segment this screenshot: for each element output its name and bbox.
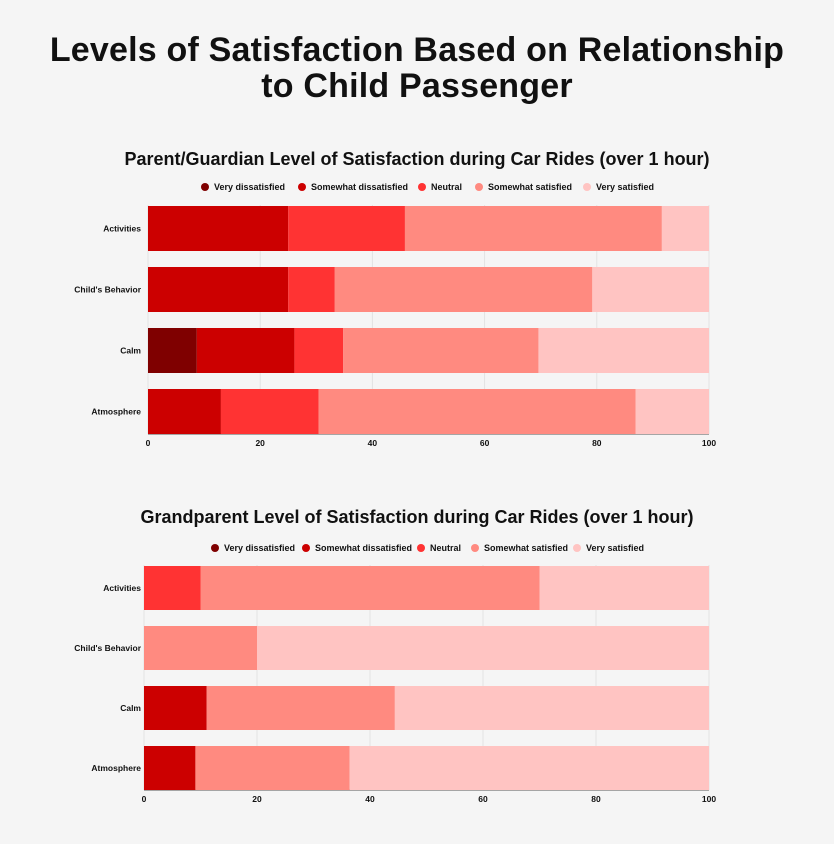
category-label: Activities (103, 224, 141, 234)
bar-segment[interactable] (294, 328, 344, 373)
bar-segment[interactable] (148, 328, 197, 373)
legend-label: Neutral (430, 543, 461, 553)
legend-label: Very dissatisfied (224, 543, 295, 553)
x-tick-label: 40 (368, 438, 378, 448)
bar-segment[interactable] (538, 328, 709, 373)
category-label: Atmosphere (91, 407, 141, 417)
bar-segment[interactable] (635, 389, 709, 434)
legend-label: Somewhat satisfied (484, 543, 568, 553)
x-tick-label: 20 (252, 794, 262, 804)
bar-segment[interactable] (318, 389, 636, 434)
bar-segment[interactable] (288, 267, 335, 312)
bar-segment[interactable] (144, 626, 257, 670)
bar-segment[interactable] (334, 267, 593, 312)
main-title-line1: Levels of Satisfaction Based on Relation… (49, 31, 785, 69)
bar-segment[interactable] (144, 566, 201, 610)
category-label: Calm (120, 703, 141, 713)
legend-swatch (418, 183, 426, 191)
bar-segment[interactable] (257, 626, 709, 670)
bar-segment[interactable] (394, 686, 709, 730)
category-label: Calm (120, 346, 141, 356)
category-label: Child's Behavior (74, 643, 141, 653)
legend-swatch (573, 544, 581, 552)
bar-segment[interactable] (343, 328, 539, 373)
legend-label: Neutral (431, 182, 462, 192)
legend-label: Very satisfied (596, 182, 654, 192)
legend-label: Somewhat satisfied (488, 182, 572, 192)
legend-swatch (583, 183, 591, 191)
legend-item[interactable]: Somewhat dissatisfied (298, 182, 408, 192)
x-tick-label: 40 (365, 794, 375, 804)
x-tick-label: 80 (591, 794, 601, 804)
category-label: Child's Behavior (74, 285, 141, 295)
bar-segment[interactable] (144, 686, 207, 730)
bar-segment[interactable] (148, 389, 221, 434)
main-title-line2: to Child Passenger (261, 67, 573, 105)
bar-segment[interactable] (148, 206, 289, 251)
legend-swatch (475, 183, 483, 191)
bar-segment[interactable] (220, 389, 319, 434)
x-tick-label: 60 (480, 438, 490, 448)
main-title: Levels of Satisfaction Based on Relation… (0, 32, 834, 104)
legend-item[interactable]: Very satisfied (583, 182, 654, 192)
chart-1: Parent/Guardian Level of Satisfaction du… (74, 149, 716, 448)
legend-item[interactable]: Very dissatisfied (211, 543, 295, 553)
legend-item[interactable]: Very dissatisfied (201, 182, 285, 192)
bar-segment[interactable] (349, 746, 709, 790)
bar-segment[interactable] (148, 267, 289, 312)
bar-segment[interactable] (206, 686, 395, 730)
bar-segment[interactable] (539, 566, 710, 610)
x-tick-label: 0 (146, 438, 151, 448)
legend-swatch (211, 544, 219, 552)
x-tick-label: 20 (255, 438, 265, 448)
legend-swatch (302, 544, 310, 552)
legend-item[interactable]: Neutral (418, 182, 462, 192)
legend-swatch (201, 183, 209, 191)
bar-segment[interactable] (200, 566, 540, 610)
legend-item[interactable]: Very satisfied (573, 543, 644, 553)
legend-label: Somewhat dissatisfied (311, 182, 408, 192)
bar-segment[interactable] (288, 206, 405, 251)
legend-swatch (417, 544, 425, 552)
legend-item[interactable]: Somewhat satisfied (475, 182, 572, 192)
bar-segment[interactable] (592, 267, 709, 312)
legend-item[interactable]: Neutral (417, 543, 461, 553)
bar-segment[interactable] (144, 746, 196, 790)
x-tick-label: 100 (702, 438, 716, 448)
x-tick-label: 80 (592, 438, 602, 448)
legend-item[interactable]: Somewhat dissatisfied (302, 543, 412, 553)
x-tick-label: 100 (702, 794, 716, 804)
chart-2: Grandparent Level of Satisfaction during… (74, 507, 716, 804)
chart-title: Parent/Guardian Level of Satisfaction du… (124, 149, 709, 169)
chart-title: Grandparent Level of Satisfaction during… (140, 507, 693, 527)
bar-segment[interactable] (661, 206, 709, 251)
bar-segment[interactable] (404, 206, 662, 251)
bar-segment[interactable] (195, 746, 350, 790)
legend-swatch (471, 544, 479, 552)
x-tick-label: 60 (478, 794, 488, 804)
category-label: Activities (103, 583, 141, 593)
bar-segment[interactable] (196, 328, 295, 373)
category-label: Atmosphere (91, 763, 141, 773)
legend-label: Very satisfied (586, 543, 644, 553)
legend-label: Very dissatisfied (214, 182, 285, 192)
legend-swatch (298, 183, 306, 191)
legend-item[interactable]: Somewhat satisfied (471, 543, 568, 553)
legend-label: Somewhat dissatisfied (315, 543, 412, 553)
x-tick-label: 0 (142, 794, 147, 804)
